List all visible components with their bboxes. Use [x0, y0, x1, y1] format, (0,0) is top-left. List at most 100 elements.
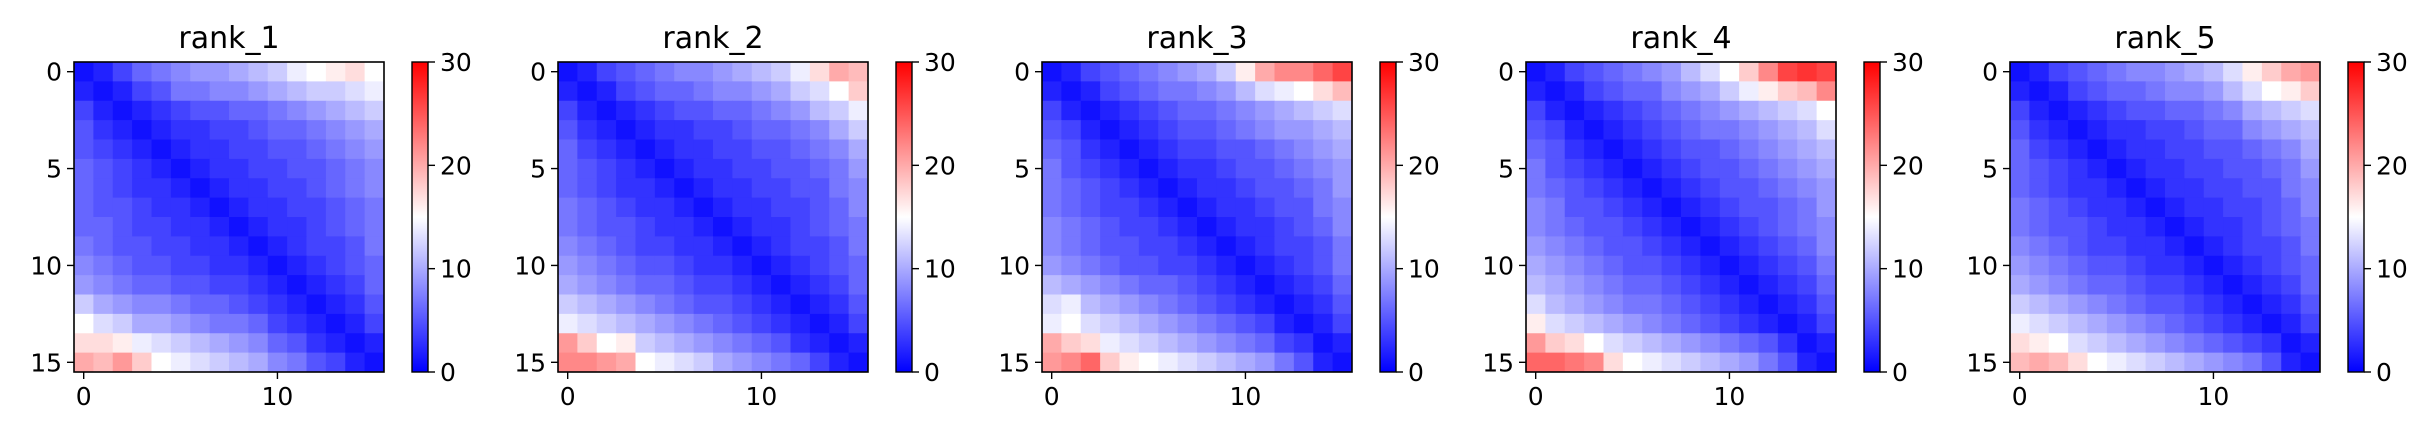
heatmap-cell: [2184, 178, 2205, 199]
heatmap-cell: [1564, 255, 1585, 276]
heatmap-cell: [1100, 313, 1120, 334]
heatmap-cell: [1661, 178, 1682, 199]
heatmap-cell: [248, 255, 269, 276]
heatmap-cell: [1293, 352, 1314, 373]
heatmap-cell: [2242, 313, 2263, 334]
heatmap-cell: [751, 217, 772, 237]
heatmap-cell: [1816, 255, 1837, 276]
heatmap-cell: [1197, 275, 1217, 295]
heatmap-cell: [790, 236, 811, 257]
heatmap-cell: [558, 294, 578, 315]
heatmap-cell: [1603, 158, 1624, 179]
heatmap-cell: [1216, 217, 1237, 237]
heatmap-cell: [248, 178, 269, 199]
heatmap-cell: [1216, 275, 1237, 295]
heatmap-cell: [1255, 352, 1275, 373]
heatmap-cell: [2242, 352, 2263, 373]
heatmap-cell: [2184, 352, 2205, 373]
heatmap-cell: [732, 294, 753, 315]
x-tick-label: 0: [2012, 382, 2028, 411]
heatmap-cell: [248, 120, 269, 140]
heatmap-cell: [1197, 197, 1217, 218]
heatmap-cell: [2106, 313, 2127, 334]
heatmap-cell: [2223, 333, 2243, 354]
heatmap-cell: [1313, 236, 1334, 257]
x-tick-label: 0: [1528, 382, 1544, 411]
heatmap-cell: [1313, 352, 1334, 373]
heatmap-cell: [1216, 139, 1237, 160]
heatmap-cell: [132, 158, 152, 179]
heatmap-cell: [229, 197, 249, 218]
heatmap-cell: [674, 197, 695, 218]
heatmap-cell: [1526, 333, 1546, 354]
heatmap-cell: [2165, 62, 2185, 82]
heatmap-cell: [1100, 236, 1120, 257]
heatmap-cell: [1293, 236, 1314, 257]
heatmap-cell: [1158, 275, 1179, 295]
heatmap-cell: [1197, 217, 1217, 237]
heatmap-cell: [829, 313, 850, 334]
heatmap-cell: [287, 178, 307, 199]
heatmap-cell: [1603, 197, 1624, 218]
heatmap-cell: [209, 294, 230, 315]
heatmap-cell: [132, 197, 152, 218]
heatmap-cell: [1545, 139, 1566, 160]
heatmap-cell: [1119, 352, 1140, 373]
heatmap-cell: [1681, 294, 1701, 315]
heatmap-cell: [306, 62, 327, 82]
heatmap-cell: [2300, 81, 2321, 102]
y-tick-label: 10: [514, 251, 546, 280]
heatmap-cell: [1042, 178, 1062, 199]
heatmap-cell: [616, 120, 636, 140]
heatmap-cell: [1332, 236, 1353, 257]
heatmap-cell: [248, 294, 269, 315]
colorbar-tick-label: 30: [1892, 48, 1924, 77]
heatmap-cell: [1313, 120, 1334, 140]
heatmap-panel-3: rank_3 0 5 10 15 0 10 0 10 20 30: [998, 21, 1440, 411]
heatmap-cell: [654, 294, 675, 315]
heatmap-cell: [2106, 294, 2127, 315]
heatmap-cell: [267, 313, 288, 334]
heatmap-cell: [2048, 275, 2069, 295]
heatmap-cell: [170, 294, 191, 315]
heatmap-cell: [1526, 352, 1546, 373]
heatmap-cell: [654, 217, 675, 237]
heatmap-cell: [1313, 294, 1334, 315]
heatmap-cell: [112, 255, 133, 276]
heatmap-cell: [287, 217, 307, 237]
heatmap-cell: [190, 236, 211, 257]
heatmap-cell: [1622, 275, 1643, 295]
heatmap-cell: [1758, 333, 1779, 354]
heatmap-cell: [2223, 255, 2243, 276]
colorbar: 0 10 20 30: [1379, 48, 1440, 387]
heatmap-cell: [2068, 275, 2088, 295]
heatmap-cell: [751, 352, 772, 373]
heatmap-cell: [190, 178, 211, 199]
heatmap-cell: [1642, 313, 1663, 334]
heatmap-cell: [732, 178, 753, 199]
heatmap-cell: [209, 62, 230, 82]
heatmap-cell: [306, 158, 327, 179]
heatmap-cell: [1584, 81, 1604, 102]
heatmap-cell: [1313, 81, 1334, 102]
heatmap-cell: [1080, 294, 1101, 315]
heatmap-cell: [1080, 62, 1101, 82]
heatmap-cell: [74, 217, 94, 237]
heatmap-cell: [693, 100, 714, 121]
heatmap-cell: [170, 333, 191, 354]
heatmap-cell: [93, 236, 114, 257]
heatmap-cell: [2048, 255, 2069, 276]
heatmap-cell: [1158, 139, 1179, 160]
heatmap-cell: [364, 275, 385, 295]
heatmap-cell: [1293, 120, 1314, 140]
heatmap-cell: [1545, 217, 1566, 237]
heatmap-cell: [829, 217, 850, 237]
heatmap-cell: [1719, 139, 1740, 160]
heatmap-cell: [693, 81, 714, 102]
heatmap-cell: [1177, 275, 1198, 295]
heatmap-cell: [1584, 294, 1604, 315]
heatmap-cell: [1700, 255, 1721, 276]
heatmap-cell: [93, 197, 114, 218]
heatmap-cell: [1216, 81, 1237, 102]
heatmap-cell: [829, 197, 850, 218]
